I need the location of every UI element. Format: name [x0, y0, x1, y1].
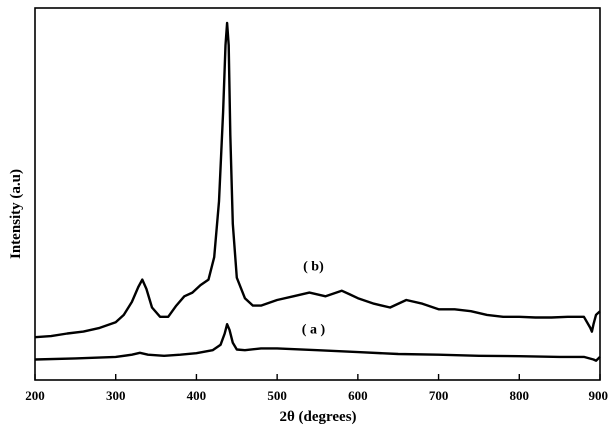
x-tick-label: 500 — [267, 388, 287, 403]
x-tick-label: 900 — [589, 388, 609, 403]
plot-frame — [34, 7, 601, 381]
x-tick-label: 800 — [510, 388, 530, 403]
tick-layer: 200 300 400 500 600 700 800 900 — [25, 374, 608, 403]
x-tick-label: 700 — [429, 388, 449, 403]
annotation-layer: ( b) ( a ) — [302, 259, 326, 337]
series-line-b — [34, 21, 601, 339]
series-layer — [34, 21, 601, 362]
x-axis-title: 2θ (degrees) — [279, 409, 356, 425]
x-tick-label: 400 — [187, 388, 207, 403]
x-tick-label: 300 — [106, 388, 126, 403]
series-line-a — [34, 323, 601, 362]
x-tick-label: 600 — [348, 388, 368, 403]
x-tick-label: 200 — [25, 388, 45, 403]
annotation-a: ( a ) — [302, 323, 326, 338]
y-axis-title: Intensity (a.u) — [8, 169, 24, 259]
annotation-b: ( b) — [303, 259, 324, 274]
